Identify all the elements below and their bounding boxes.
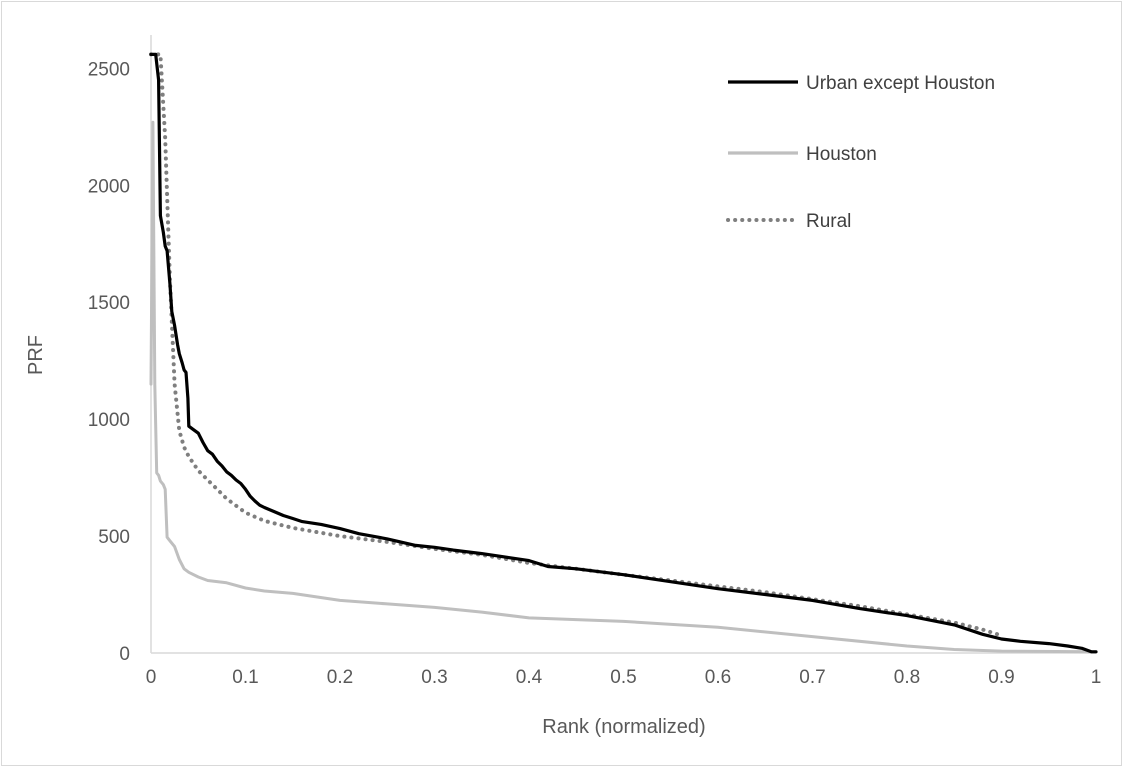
y-tick-label: 1500 [88, 293, 130, 314]
y-tick-label: 2000 [88, 176, 130, 197]
x-tick-label: 0.2 [327, 667, 353, 688]
x-tick-label: 0.4 [516, 667, 543, 688]
x-axis-ticks: 0 0.1 0.2 0.3 0.4 0.5 0.6 0.7 0.8 0.9 1 [146, 667, 1102, 688]
x-tick-label: 0.1 [232, 667, 258, 688]
x-tick-label: 0.8 [894, 667, 920, 688]
x-tick-label: 1 [1091, 667, 1102, 688]
x-tick-label: 0.3 [421, 667, 447, 688]
series-line-urban-except-houston [149, 52, 1098, 654]
y-tick-label: 500 [98, 527, 130, 548]
legend-label: Houston [806, 144, 877, 165]
series-line-houston [149, 120, 1098, 654]
series-line-rural [149, 52, 1004, 638]
y-axis-title: PRF [25, 335, 47, 375]
series-layer [149, 52, 1098, 654]
x-axis-title: Rank (normalized) [542, 716, 705, 738]
x-tick-label: 0.9 [988, 667, 1014, 688]
y-axis-ticks: 0 500 1000 1500 2000 2500 [88, 59, 130, 665]
legend-label: Urban except Houston [806, 73, 995, 94]
y-tick-label: 1000 [88, 410, 130, 431]
y-tick-label: 2500 [88, 59, 130, 80]
y-tick-label: 0 [119, 644, 130, 665]
x-tick-label: 0.7 [799, 667, 825, 688]
legend: Urban except Houston Houston Rural [726, 73, 995, 232]
legend-label: Rural [806, 211, 851, 232]
x-tick-label: 0.6 [705, 667, 731, 688]
plot-area [149, 35, 1098, 654]
x-tick-label: 0 [146, 667, 157, 688]
x-tick-label: 0.5 [610, 667, 636, 688]
